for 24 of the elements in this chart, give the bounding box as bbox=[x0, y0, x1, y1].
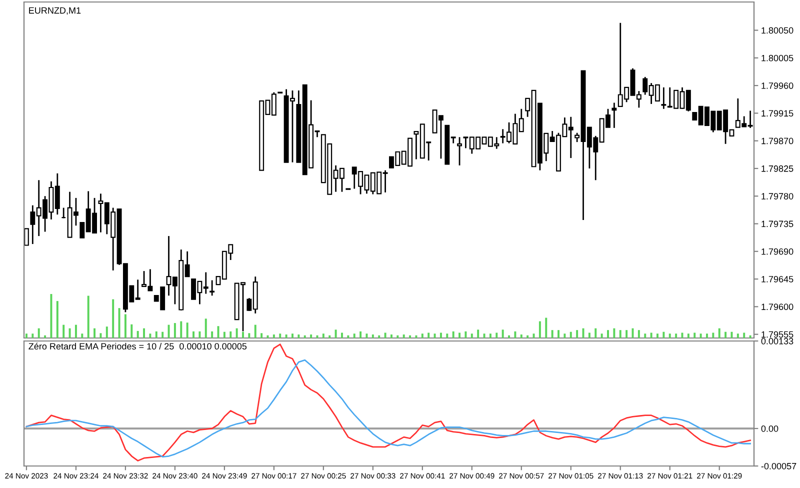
y-tick-label: 1.79825 bbox=[762, 165, 794, 172]
y-tick-label: 1.79645 bbox=[762, 276, 794, 282]
y-tick-label: 1.79600 bbox=[762, 304, 794, 310]
candlestick bbox=[612, 102, 617, 129]
text: EURNZD,M1 bbox=[29, 7, 81, 15]
y-tick-label: 1.79960 bbox=[762, 82, 794, 89]
y-tick-label: 1.79870 bbox=[762, 138, 794, 144]
chart-title: Zéro Retard EMA Periodes = 10 / 25 0.00010 0.00005 bbox=[28, 342, 247, 350]
line-series bbox=[26, 359, 751, 458]
y-tick-label: 1.79735 bbox=[762, 220, 794, 228]
candlestick bbox=[661, 86, 666, 110]
y-tick-label: 1.79780 bbox=[762, 193, 794, 200]
y-tick-label: 1.79690 bbox=[762, 248, 794, 255]
candlestick bbox=[210, 280, 215, 296]
candlestick bbox=[457, 136, 462, 166]
y-tick-label: 0.00133 bbox=[761, 338, 794, 344]
y-tick-label: 1.79915 bbox=[762, 110, 794, 117]
y-tick-label: 0.00 bbox=[761, 425, 778, 432]
line-series bbox=[26, 344, 751, 462]
y-tick-label: 1.80005 bbox=[762, 54, 794, 62]
y-tick-label: 1.79555 bbox=[762, 331, 794, 338]
y-tick-label: 1.80050 bbox=[762, 27, 794, 34]
y-tick-label: -0.00057 bbox=[761, 462, 796, 470]
candlestick bbox=[24, 228, 29, 246]
